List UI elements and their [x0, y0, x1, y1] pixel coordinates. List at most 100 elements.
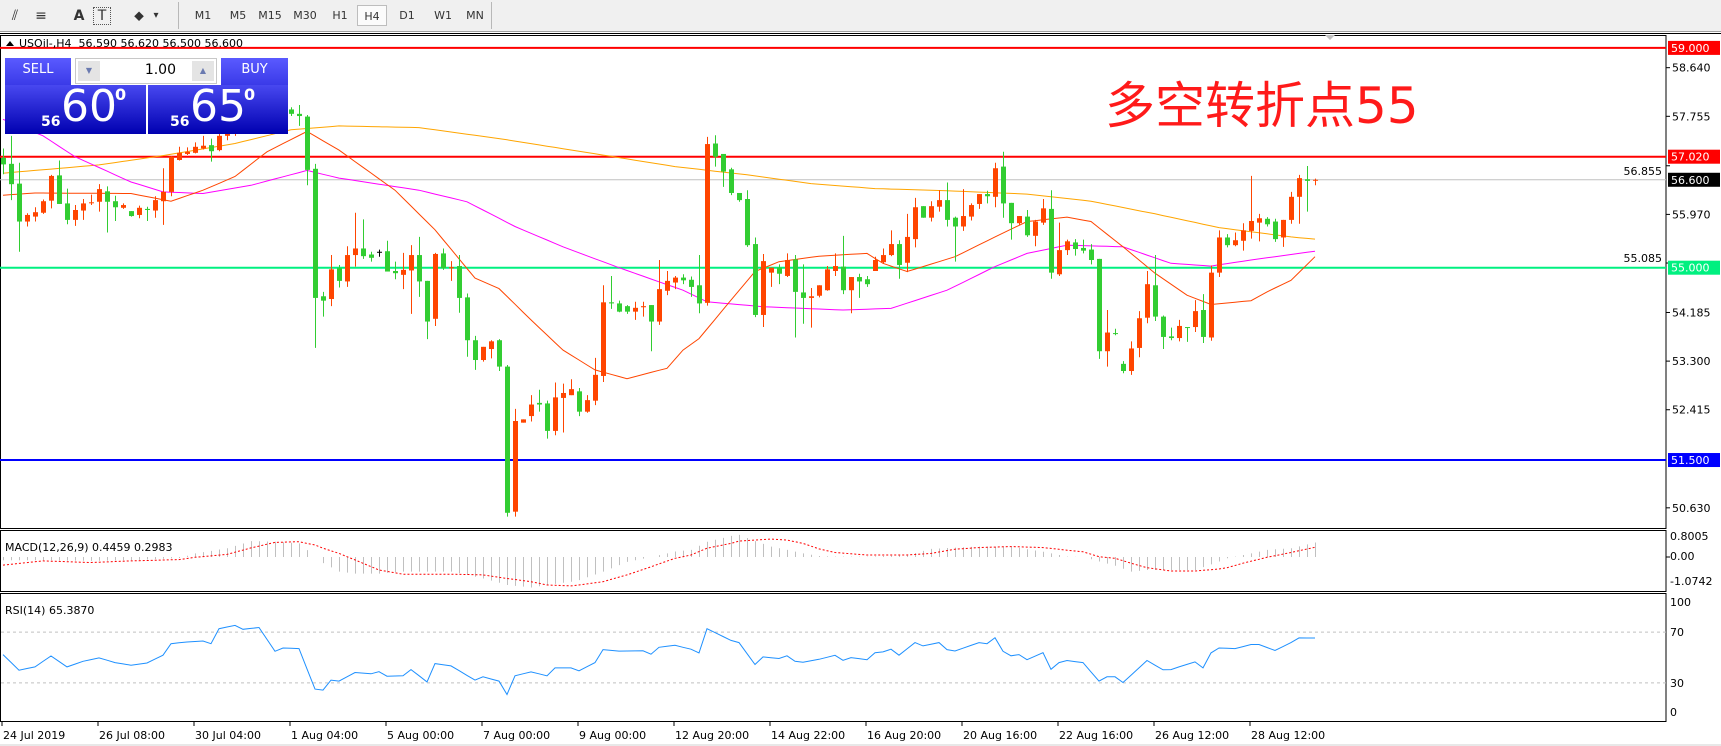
- candle-body: [1153, 285, 1158, 317]
- candle: [1297, 174, 1302, 224]
- candle: [745, 190, 750, 247]
- candle: [705, 136, 710, 306]
- candle: [345, 246, 350, 287]
- candle: [353, 212, 358, 267]
- candle-body: [337, 268, 342, 281]
- macd-axis-label: 0.8005: [1670, 530, 1709, 543]
- candle-body: [449, 267, 454, 269]
- candle: [1033, 219, 1038, 247]
- candle: [1089, 244, 1094, 265]
- candle-body: [393, 270, 398, 274]
- chevron-down-icon: ▼: [85, 66, 93, 75]
- candle: [753, 237, 758, 318]
- text-icon[interactable]: A: [73, 8, 85, 24]
- candle: [769, 267, 774, 287]
- dropdown-arrow-icon[interactable]: ▾: [153, 10, 159, 21]
- candle-body: [513, 421, 518, 512]
- candle: [1265, 217, 1270, 227]
- price-tag-51.500-bg: [1668, 453, 1720, 468]
- candle-body: [945, 200, 950, 220]
- toolbar-separator: [491, 2, 492, 29]
- candle-body: [857, 277, 862, 282]
- candle: [489, 340, 494, 359]
- candle-body: [401, 269, 406, 275]
- timeframe-m5-button[interactable]: M5: [229, 9, 247, 22]
- candle-body: [793, 259, 798, 292]
- candle-body: [209, 145, 214, 152]
- candle: [1081, 239, 1086, 254]
- lot-size-value[interactable]: 1.00: [144, 62, 176, 78]
- sell-price-button[interactable]: 56 60 0: [5, 81, 146, 134]
- triangle-up-icon: [6, 41, 14, 46]
- timeframe-m15-button[interactable]: M15: [258, 9, 282, 22]
- x-axis-label: 20 Aug 16:00: [963, 729, 1037, 742]
- candle: [57, 160, 62, 204]
- timeframe-m30-button[interactable]: M30: [293, 9, 317, 22]
- candle-body: [1105, 332, 1110, 352]
- candle: [1193, 300, 1198, 332]
- candle-body: [577, 391, 582, 412]
- candle-body: [305, 116, 310, 170]
- chart-annotation-text[interactable]: 多空转折点55: [1105, 77, 1419, 135]
- candle-body: [1033, 221, 1038, 236]
- candle: [377, 249, 382, 257]
- rsi-line: [2, 624, 1315, 696]
- timeframe-h1-button[interactable]: H1: [332, 9, 348, 22]
- candle: [633, 301, 638, 320]
- timeframe-h4-button[interactable]: H4: [357, 5, 387, 26]
- candle-body: [929, 206, 934, 218]
- candle: [1233, 232, 1238, 247]
- fibonacci-expansion-icon[interactable]: ⫽: [11, 8, 19, 24]
- decrease-lot-button[interactable]: ▼: [78, 61, 100, 81]
- candle-body: [625, 306, 630, 312]
- price-tag-59.000-bg: [1668, 40, 1720, 55]
- main-plot: [0, 46, 1666, 517]
- candle-body: [1009, 202, 1014, 224]
- chart-shift-marker-icon[interactable]: [1325, 35, 1335, 40]
- candle: [393, 261, 398, 280]
- timeframe-w1-button[interactable]: W1: [434, 9, 452, 22]
- current-price-tag: 56.600: [1671, 174, 1710, 187]
- buy-price-button[interactable]: 56 65 0: [148, 81, 288, 134]
- arrows-icon[interactable]: ⬥: [134, 8, 144, 24]
- candle-body: [1137, 318, 1142, 348]
- increase-lot-button[interactable]: ▲: [192, 61, 214, 81]
- candle-body: [785, 260, 790, 276]
- candle-body: [41, 201, 46, 213]
- candle-body: [353, 248, 358, 256]
- buy-button[interactable]: BUY: [221, 58, 288, 86]
- candle-body: [1209, 272, 1214, 338]
- candle-body: [321, 296, 326, 301]
- candle: [129, 211, 134, 217]
- candle-body: [1049, 208, 1054, 273]
- candle-body: [1177, 325, 1182, 339]
- candle-body: [1169, 336, 1174, 339]
- candle: [49, 174, 54, 209]
- candle-body: [1081, 247, 1086, 251]
- fibonacci-retracement-icon[interactable]: ≡: [35, 8, 47, 24]
- y-axis-label: 56.855: [1624, 165, 1663, 178]
- text-label-icon[interactable]: T: [93, 7, 111, 25]
- candle-body: [737, 192, 742, 201]
- candle-body: [593, 374, 598, 401]
- candle-body: [289, 109, 294, 114]
- lot-size-field[interactable]: ▼ 1.00 ▲: [75, 58, 217, 84]
- candle: [321, 291, 326, 317]
- candle: [817, 285, 822, 298]
- timeframe-m1-button[interactable]: M1: [194, 9, 212, 22]
- y-axis-label: 52.415: [1672, 404, 1711, 417]
- candle: [1129, 341, 1134, 375]
- timeframe-d1-button[interactable]: D1: [399, 9, 415, 22]
- candle: [1049, 190, 1054, 279]
- candle: [641, 301, 646, 317]
- timeframe-mn-button[interactable]: MN: [466, 9, 484, 22]
- candle-body: [217, 135, 222, 151]
- candle-body: [993, 168, 998, 197]
- candle: [777, 264, 782, 285]
- candle: [1289, 191, 1294, 224]
- candle: [689, 276, 694, 297]
- candle: [497, 339, 502, 372]
- candle-body: [169, 156, 174, 192]
- candle: [945, 182, 950, 227]
